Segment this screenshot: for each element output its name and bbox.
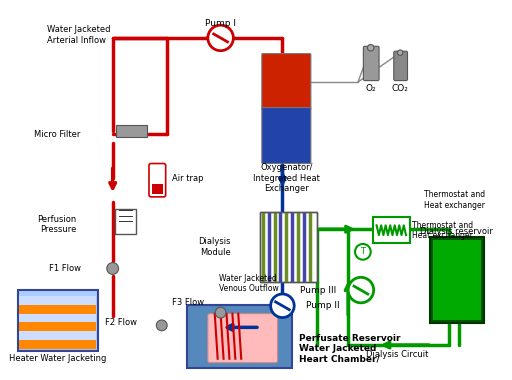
Circle shape bbox=[107, 263, 119, 274]
Bar bbox=[116, 125, 147, 137]
Bar bbox=[433, 240, 481, 320]
Text: Perfusate Reservoir
Water Jacketed
Heart Chamber/: Perfusate Reservoir Water Jacketed Heart… bbox=[299, 334, 400, 364]
Text: Micro Filter: Micro Filter bbox=[34, 130, 80, 139]
Bar bbox=[17, 290, 98, 351]
Text: F3 Flow: F3 Flow bbox=[172, 298, 204, 307]
Text: Water Jacketed
Arterial Inflow: Water Jacketed Arterial Inflow bbox=[47, 25, 111, 45]
Text: Water Jacketed
Venous Outflow: Water Jacketed Venous Outflow bbox=[219, 274, 279, 293]
Bar bbox=[19, 340, 96, 349]
Bar bbox=[19, 331, 96, 340]
Text: CO₂: CO₂ bbox=[392, 84, 409, 93]
Bar bbox=[260, 212, 317, 282]
Bar bbox=[19, 323, 96, 331]
Bar bbox=[373, 217, 410, 243]
Text: Thermostat and
Heat exchanger: Thermostat and Heat exchanger bbox=[424, 190, 485, 209]
Text: F2 Flow: F2 Flow bbox=[105, 318, 137, 327]
Circle shape bbox=[156, 320, 167, 331]
Circle shape bbox=[208, 25, 233, 51]
Bar bbox=[19, 305, 96, 313]
Circle shape bbox=[397, 50, 403, 55]
Text: Thermostat and
Heat exchanger: Thermostat and Heat exchanger bbox=[412, 220, 473, 240]
FancyBboxPatch shape bbox=[394, 51, 408, 81]
Text: Dialysis Circuit: Dialysis Circuit bbox=[366, 350, 429, 359]
Text: Dialysis
Module: Dialysis Module bbox=[198, 237, 230, 256]
Circle shape bbox=[271, 294, 294, 318]
Text: Heater Water Jacketing: Heater Water Jacketing bbox=[9, 354, 106, 363]
Text: O₂: O₂ bbox=[366, 84, 376, 93]
Text: F1 Flow: F1 Flow bbox=[49, 264, 81, 273]
FancyBboxPatch shape bbox=[262, 108, 311, 163]
Bar bbox=[430, 237, 483, 323]
Bar bbox=[19, 296, 96, 305]
Text: Pump II: Pump II bbox=[306, 301, 339, 310]
Bar bbox=[152, 184, 163, 194]
Circle shape bbox=[215, 307, 226, 318]
Text: Perfusion
Pressure: Perfusion Pressure bbox=[37, 215, 76, 234]
Text: Air trap: Air trap bbox=[172, 174, 203, 183]
Text: T: T bbox=[360, 247, 366, 256]
FancyBboxPatch shape bbox=[187, 305, 292, 367]
Text: Oxygenator/
Integrated Heat
Exchanger: Oxygenator/ Integrated Heat Exchanger bbox=[253, 163, 320, 193]
FancyBboxPatch shape bbox=[364, 46, 379, 81]
Circle shape bbox=[355, 244, 371, 260]
FancyBboxPatch shape bbox=[262, 54, 311, 109]
Circle shape bbox=[348, 277, 374, 303]
Text: Dialysis reservoir: Dialysis reservoir bbox=[420, 227, 493, 236]
Bar bbox=[19, 314, 96, 323]
FancyBboxPatch shape bbox=[149, 163, 166, 197]
Text: Pump III: Pump III bbox=[300, 286, 336, 294]
Text: Pump I: Pump I bbox=[205, 19, 236, 28]
FancyBboxPatch shape bbox=[208, 314, 278, 363]
Circle shape bbox=[368, 44, 374, 51]
Bar bbox=[260, 212, 317, 282]
FancyBboxPatch shape bbox=[115, 209, 136, 234]
